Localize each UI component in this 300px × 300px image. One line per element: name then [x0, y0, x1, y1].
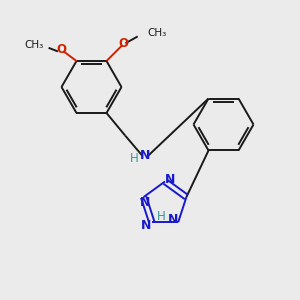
Text: O: O [118, 37, 128, 50]
Text: O: O [56, 43, 66, 56]
Text: N: N [140, 149, 150, 162]
Text: N: N [140, 196, 150, 209]
Text: CH₃: CH₃ [148, 28, 167, 38]
Text: N: N [141, 219, 152, 232]
Text: N: N [168, 213, 178, 226]
Text: CH₃: CH₃ [24, 40, 43, 50]
Text: N: N [165, 172, 175, 186]
Text: H: H [130, 152, 139, 165]
Text: H: H [158, 210, 166, 223]
